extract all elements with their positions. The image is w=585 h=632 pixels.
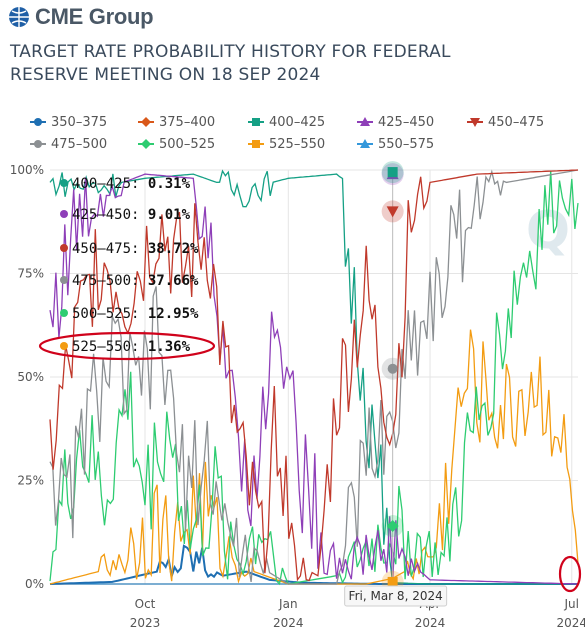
tooltip-row-425-450: 425–450: 9.01%: [60, 207, 191, 223]
tooltip-value: 38.72%: [148, 241, 199, 257]
y-tick-label: 100%: [10, 163, 44, 177]
tooltip-row-525-550: 525–550: 1.36%: [60, 339, 191, 355]
legend-marker-400-425: [252, 118, 260, 126]
annotation-ellipse-endpoint: [558, 555, 582, 593]
legend-item-400-425[interactable]: 400–425: [248, 114, 325, 130]
legend-label: 425–450: [378, 114, 435, 130]
tooltip-bullet: [60, 179, 68, 187]
legend-label: 450–475: [488, 114, 545, 130]
x-tick-label: Oct: [135, 597, 156, 611]
tooltip-row-475-500: 475–500: 37.66%: [60, 273, 199, 289]
circle-marker-icon: [30, 118, 46, 126]
tooltip-value: 9.01%: [148, 207, 191, 223]
diamond-marker-icon: [138, 139, 154, 149]
legend-marker-525-550: [252, 140, 260, 148]
x-tick-label: Jul: [564, 597, 579, 611]
legend-label: 350–375: [51, 114, 108, 130]
legend-marker-450-475: [470, 118, 480, 127]
hover-marker-400-425: [387, 167, 398, 178]
legend-item-450-475[interactable]: 450–475: [467, 114, 544, 130]
hover-marker-450-475: [386, 206, 399, 218]
series-line-450-475: [49, 169, 579, 582]
legend-marker-475-500: [34, 140, 42, 148]
legend-item-350-375[interactable]: 350–375: [30, 114, 107, 130]
tooltip-date-box: Fri, Mar 8, 2024: [344, 585, 448, 607]
legend-marker-350-375: [34, 118, 42, 126]
annotation-ellipse-tooltip: [38, 331, 216, 361]
y-tick-label: 50%: [17, 370, 44, 384]
hover-marker-525-550: [387, 576, 398, 587]
square-marker-icon: [248, 140, 264, 148]
square-marker-icon: [248, 118, 264, 126]
tooltip-value: 37.66%: [148, 273, 199, 289]
x-tick-year: 2024: [273, 616, 304, 630]
legend-item-525-550[interactable]: 525–550: [248, 136, 325, 152]
tooltip-bullet: [60, 276, 68, 284]
x-tick-label: Jan: [278, 597, 298, 611]
tooltip-label: 400–425: 0.31%: [72, 176, 191, 192]
legend-label: 525–550: [269, 136, 326, 152]
legend-label: 500–525: [159, 136, 216, 152]
series-line-425-450: [49, 173, 579, 585]
y-tick-label: 25%: [17, 474, 44, 488]
hover-marker-475-500: [387, 363, 398, 374]
tooltip-label: 525–550: 1.36%: [72, 339, 191, 355]
legend-item-475-500[interactable]: 475–500: [30, 136, 107, 152]
chart-plot: 0%25%50%75%100%Oct2023Jan2024Apr2024Jul2…: [10, 161, 585, 630]
chart-title: TARGET RATE PROBABILITY HISTORY FOR FEDE…: [10, 42, 451, 85]
triangle-up-marker-icon: [357, 117, 373, 126]
triangle-up-marker-icon: [357, 139, 373, 148]
circle-marker-icon: [30, 140, 46, 148]
tooltip-label: 475–500: 37.66%: [72, 273, 199, 289]
tooltip-row-400-425: 400–425: 0.31%: [60, 176, 191, 192]
y-tick-label: 75%: [17, 267, 44, 281]
legend-label: 475–500: [51, 136, 108, 152]
tooltip-row-500-525: 500–525: 12.95%: [60, 306, 199, 322]
tooltip-value: 0.31%: [148, 176, 191, 192]
tooltip-label: 500–525: 12.95%: [72, 306, 199, 322]
legend-label: 400–425: [269, 114, 326, 130]
legend-label: 375–400: [159, 114, 216, 130]
globe-logo-icon: [9, 7, 29, 27]
tooltip-value: 12.95%: [148, 306, 199, 322]
diamond-marker-icon: [138, 117, 154, 127]
cme-logo[interactable]: CME Group: [8, 4, 154, 30]
header: CME Group: [0, 0, 585, 36]
brand-name: CME Group: [35, 4, 154, 29]
y-tick-label: 0%: [25, 577, 44, 591]
series-line-525-550: [49, 329, 579, 585]
legend-item-375-400[interactable]: 375–400: [138, 114, 215, 130]
tooltip-row-450-475: 450–475: 38.72%: [60, 241, 199, 257]
legend-item-425-450[interactable]: 425–450: [357, 114, 434, 130]
series-line-475-500: [49, 169, 579, 585]
legend-marker-500-525: [141, 139, 151, 149]
tooltip-date: Fri, Mar 8, 2024: [349, 589, 443, 603]
x-tick-year: 2024: [415, 616, 446, 630]
x-tick-year: 2024: [556, 616, 585, 630]
tooltip-bullet: [60, 342, 68, 350]
hover-marker-500-525: [386, 520, 399, 533]
series-line-500-525: [49, 170, 579, 586]
legend-marker-425-450: [360, 117, 370, 126]
tooltip-label: 450–475: 38.72%: [72, 241, 199, 257]
legend-marker-375-400: [141, 117, 151, 127]
tooltip-label: 425–450: 9.01%: [72, 207, 191, 223]
legend-marker-550-575: [360, 139, 370, 148]
tooltip-value: 1.36%: [148, 339, 191, 355]
series-line-400-425: [49, 169, 578, 585]
x-tick-year: 2023: [130, 616, 161, 630]
tooltip-bullet: [60, 210, 68, 218]
triangle-down-marker-icon: [467, 118, 483, 127]
legend-item-500-525[interactable]: 500–525: [138, 136, 215, 152]
legend-item-550-575[interactable]: 550–575: [357, 136, 434, 152]
tooltip-bullet: [60, 309, 68, 317]
tooltip-bullet: [60, 244, 68, 252]
legend-label: 550–575: [378, 136, 435, 152]
